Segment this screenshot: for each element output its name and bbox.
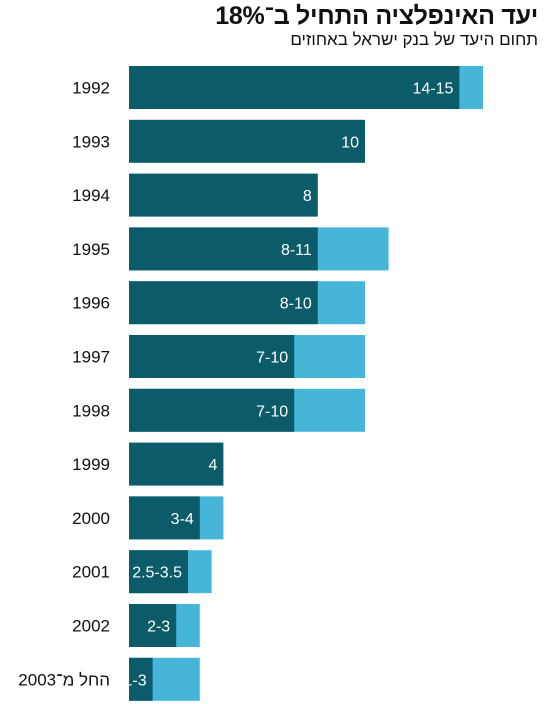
year-label: 2001 (72, 563, 110, 582)
bar-lower (129, 550, 188, 594)
bar-row: 1995 8-11 (72, 227, 389, 271)
value-label: 4 (208, 457, 217, 474)
year-label: 1999 (72, 455, 110, 474)
value-label: 7-10 (256, 403, 288, 420)
value-label: 10 (341, 134, 359, 151)
bar-row: 1998 7-10 (72, 388, 365, 432)
bar-row: 1994 8 (72, 173, 318, 217)
value-label: 2-3 (147, 619, 170, 636)
year-label: 1997 (72, 348, 110, 367)
bar-lower (129, 496, 200, 540)
bar-row: 1993 10 (72, 119, 365, 163)
bar-row: 2000 3-4 (72, 496, 224, 540)
value-label: 3-4 (171, 511, 194, 528)
year-label: 1993 (72, 132, 110, 151)
bar-lower (129, 604, 177, 647)
bar-lower (129, 388, 295, 432)
bar-lower (129, 657, 153, 701)
bar-lower (129, 119, 365, 163)
bar-row: 1999 4 (72, 442, 224, 486)
year-label: 1998 (72, 401, 110, 420)
value-label: 8-10 (280, 296, 312, 313)
bar-lower (129, 442, 224, 486)
value-label: 8-11 (281, 242, 312, 259)
year-label: החל מ־2003 (18, 670, 110, 689)
year-label: 2000 (72, 509, 110, 528)
value-label: 8 (303, 188, 312, 205)
year-label: 1992 (72, 79, 110, 98)
year-label: 2002 (72, 617, 110, 636)
year-label: 1994 (72, 186, 110, 205)
bar-row: החל מ־2003 1-3 (18, 657, 200, 701)
value-label: 1-3 (123, 672, 146, 689)
value-label: 7-10 (256, 350, 288, 367)
bar-lower (129, 173, 318, 217)
bar-row: 1996 8-10 (72, 281, 365, 325)
chart-title: יעד האינפלציה התחיל ב־18% (215, 2, 538, 30)
chart-subtitle: תחום היעד של בנק ישראל באחוזים (290, 30, 538, 49)
bar-lower (129, 66, 460, 109)
bar-lower (129, 227, 318, 271)
bar-row: 2001 2.5-3.5 (72, 550, 212, 594)
bar-lower (129, 335, 295, 378)
bar-row: 2002 2-3 (72, 604, 200, 647)
year-label: 1996 (72, 294, 110, 313)
value-label: 14-15 (412, 81, 453, 98)
year-label: 1995 (72, 240, 110, 259)
bar-lower (129, 281, 318, 325)
value-label: 2.5-3.5 (132, 565, 182, 582)
bar-row: 1992 14-15 (72, 66, 483, 109)
bar-row: 1997 7-10 (72, 335, 365, 378)
